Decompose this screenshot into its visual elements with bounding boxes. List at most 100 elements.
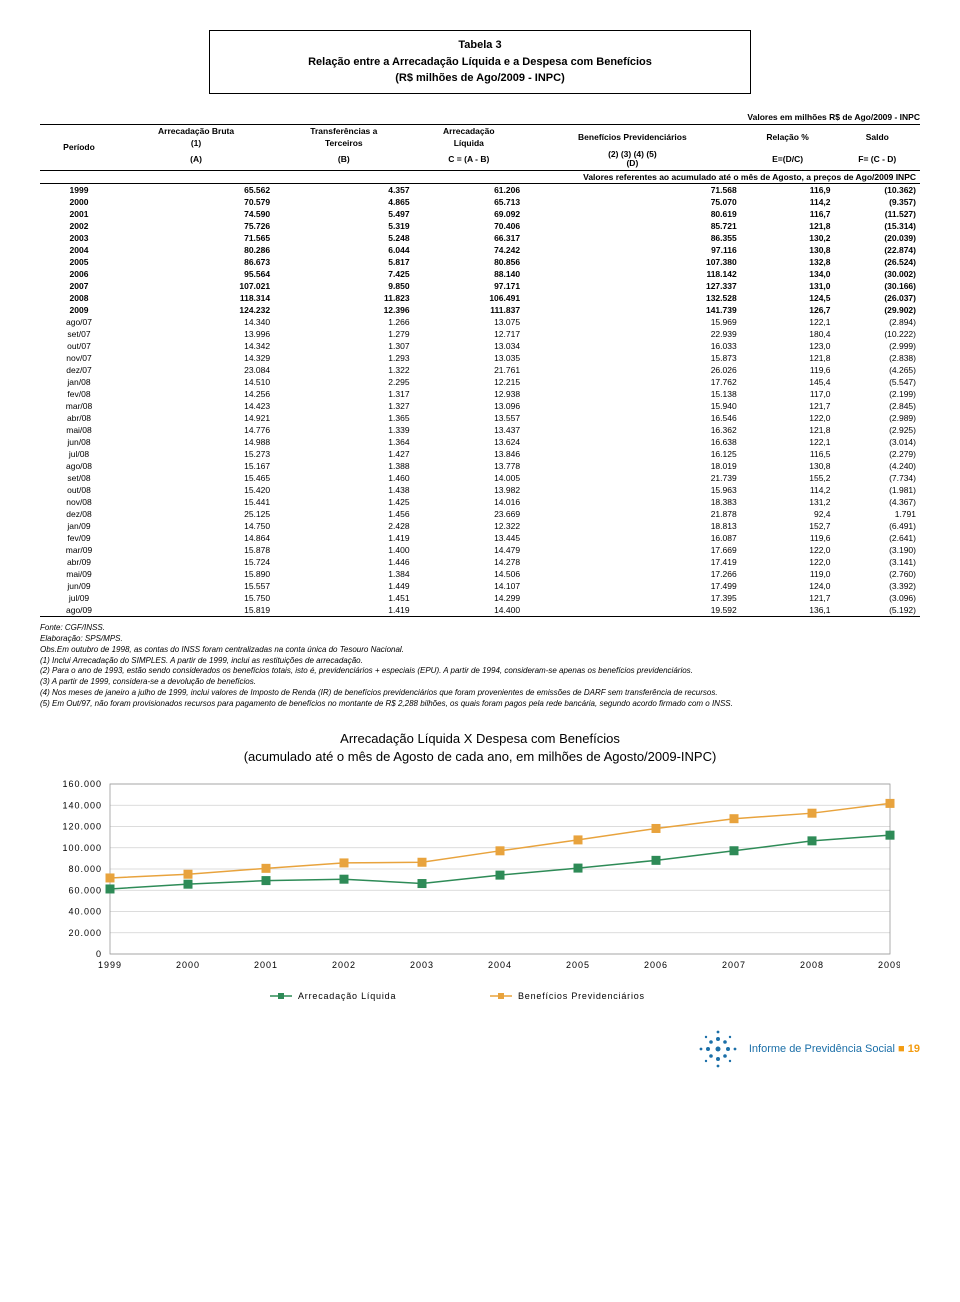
table-cell: 75.726 xyxy=(118,220,274,232)
table-cell: 145,4 xyxy=(741,376,835,388)
page-footer: Informe de Previdência Social ■ 19 xyxy=(40,1026,920,1072)
data-table: Período Arrecadação Bruta Transferências… xyxy=(40,124,920,618)
table-row: fev/0814.2561.31712.93815.138117,0(2.199… xyxy=(40,388,920,400)
table-cell: 23.669 xyxy=(414,508,525,520)
table-cell: (2.894) xyxy=(835,316,920,328)
table-cell: 106.491 xyxy=(414,292,525,304)
svg-text:2009: 2009 xyxy=(878,960,900,970)
chart-title-l2: (acumulado até o mês de Agosto de cada a… xyxy=(244,749,717,764)
table-cell: jan/09 xyxy=(40,520,118,532)
page-number: 19 xyxy=(908,1043,920,1055)
table-cell: 1.327 xyxy=(274,400,413,412)
table-cell: mar/08 xyxy=(40,400,118,412)
th-col6-l1: Saldo xyxy=(835,124,920,149)
table-cell: 15.557 xyxy=(118,580,274,592)
table-cell: dez/07 xyxy=(40,364,118,376)
table-cell: 121,7 xyxy=(741,400,835,412)
table-cell: 14.400 xyxy=(414,604,525,617)
notes-block: Fonte: CGF/INSS.Elaboração: SPS/MPS.Obs.… xyxy=(40,623,920,709)
table-cell: 17.762 xyxy=(524,376,741,388)
table-cell: 1.384 xyxy=(274,568,413,580)
table-cell: 17.395 xyxy=(524,592,741,604)
table-cell: 25.125 xyxy=(118,508,274,520)
table-cell: 13.778 xyxy=(414,460,525,472)
table-cell: 9.850 xyxy=(274,280,413,292)
table-row: nov/0714.3291.29313.03515.873121,8(2.838… xyxy=(40,352,920,364)
note-line: Fonte: CGF/INSS. xyxy=(40,623,920,634)
table-cell: 16.125 xyxy=(524,448,741,460)
svg-text:2000: 2000 xyxy=(176,960,200,970)
table-cell: 2002 xyxy=(40,220,118,232)
svg-text:120.000: 120.000 xyxy=(62,821,102,831)
table-cell: 74.590 xyxy=(118,208,274,220)
table-cell: 21.761 xyxy=(414,364,525,376)
table-cell: 1.419 xyxy=(274,532,413,544)
table-row: abr/0915.7241.44614.27817.419122,0(3.141… xyxy=(40,556,920,568)
table-row: ago/0915.8191.41914.40019.592136,1(5.192… xyxy=(40,604,920,617)
table-cell: 1.339 xyxy=(274,424,413,436)
table-cell: 15.963 xyxy=(524,484,741,496)
table-cell: 21.739 xyxy=(524,472,741,484)
table-cell: 14.750 xyxy=(118,520,274,532)
table-cell: 121,8 xyxy=(741,424,835,436)
table-cell: 15.138 xyxy=(524,388,741,400)
svg-text:2004: 2004 xyxy=(488,960,512,970)
table-cell: 14.921 xyxy=(118,412,274,424)
section-label: Valores referentes ao acumulado até o mê… xyxy=(40,171,920,184)
table-cell: (9.357) xyxy=(835,196,920,208)
table-cell: 92,4 xyxy=(741,508,835,520)
table-cell: 65.562 xyxy=(118,184,274,197)
svg-text:2003: 2003 xyxy=(410,960,434,970)
table-cell: (6.491) xyxy=(835,520,920,532)
chart-title: Arrecadação Líquida X Despesa com Benefí… xyxy=(40,730,920,766)
table-cell: (5.547) xyxy=(835,376,920,388)
table-cell: jan/08 xyxy=(40,376,118,388)
table-cell: 116,7 xyxy=(741,208,835,220)
th-col4-l1: Benefícios Previdenciários xyxy=(524,124,741,149)
table-cell: 15.420 xyxy=(118,484,274,496)
table-cell: 122,0 xyxy=(741,556,835,568)
table-cell: 2005 xyxy=(40,256,118,268)
table-cell: 61.206 xyxy=(414,184,525,197)
svg-text:2002: 2002 xyxy=(332,960,356,970)
table-row: set/0713.9961.27912.71722.939180,4(10.22… xyxy=(40,328,920,340)
svg-text:2001: 2001 xyxy=(254,960,278,970)
table-cell: 14.479 xyxy=(414,544,525,556)
footer-text: Informe de Previdência Social ■ 19 xyxy=(749,1043,920,1055)
table-cell: 12.938 xyxy=(414,388,525,400)
table-cell: 88.140 xyxy=(414,268,525,280)
table-row: out/0815.4201.43813.98215.963114,2(1.981… xyxy=(40,484,920,496)
table-cell: 107.021 xyxy=(118,280,274,292)
table-cell: 1.456 xyxy=(274,508,413,520)
table-cell: 116,5 xyxy=(741,448,835,460)
table-cell: 12.717 xyxy=(414,328,525,340)
table-cell: (2.838) xyxy=(835,352,920,364)
table-row: 2009124.23212.396111.837141.739126,7(29.… xyxy=(40,304,920,316)
table-cell: 80.619 xyxy=(524,208,741,220)
chart-title-l1: Arrecadação Líquida X Despesa com Benefí… xyxy=(340,731,620,746)
th-col2-l3: (B) xyxy=(274,149,413,171)
table-cell: 132.528 xyxy=(524,292,741,304)
chart-container: 020.00040.00060.00080.000100.000120.0001… xyxy=(40,774,920,1006)
table-cell: (2.279) xyxy=(835,448,920,460)
table-row: mar/0915.8781.40014.47917.669122,0(3.190… xyxy=(40,544,920,556)
table-cell: 1.400 xyxy=(274,544,413,556)
table-cell: 13.557 xyxy=(414,412,525,424)
table-cell: 124,5 xyxy=(741,292,835,304)
table-cell: 97.116 xyxy=(524,244,741,256)
table-row: 200371.5655.24866.31786.355130,2(20.039) xyxy=(40,232,920,244)
table-cell: 13.035 xyxy=(414,352,525,364)
table-cell: 1999 xyxy=(40,184,118,197)
svg-text:140.000: 140.000 xyxy=(62,800,102,810)
table-cell: 80.856 xyxy=(414,256,525,268)
table-cell: 6.044 xyxy=(274,244,413,256)
th-col3-l1: Arrecadação xyxy=(414,124,525,137)
table-cell: 74.242 xyxy=(414,244,525,256)
table-cell: 114,2 xyxy=(741,196,835,208)
svg-text:1999: 1999 xyxy=(98,960,122,970)
table-cell: 15.940 xyxy=(524,400,741,412)
table-cell: 2004 xyxy=(40,244,118,256)
table-cell: 85.721 xyxy=(524,220,741,232)
table-cell: 121,8 xyxy=(741,352,835,364)
table-cell: 126,7 xyxy=(741,304,835,316)
